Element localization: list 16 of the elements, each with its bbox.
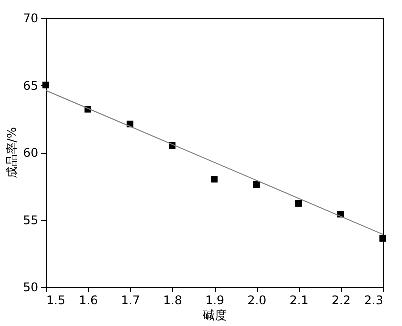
- y-tick-label: 70: [23, 12, 38, 26]
- y-tick-label: 55: [23, 213, 38, 228]
- y-axis-title: 成品率/%: [5, 127, 20, 179]
- x-tick-label: 1.5: [46, 294, 66, 308]
- y-tick-label: 60: [23, 146, 38, 160]
- x-tick-label: 1.8: [163, 294, 182, 308]
- y-tick-label: 50: [23, 280, 38, 294]
- x-tick-label: 2.3: [364, 294, 384, 308]
- x-tick-label: 2.1: [290, 294, 309, 308]
- x-tick-label: 2.2: [332, 294, 351, 308]
- x-tick-label: 1.9: [205, 294, 225, 308]
- x-tick-label: 1.7: [121, 294, 140, 308]
- x-tick-label: 2.0: [248, 294, 267, 308]
- x-tick-label: 1.6: [79, 294, 98, 308]
- x-axis-title: 碱度: [203, 308, 227, 322]
- y-tick-label: 65: [23, 78, 38, 93]
